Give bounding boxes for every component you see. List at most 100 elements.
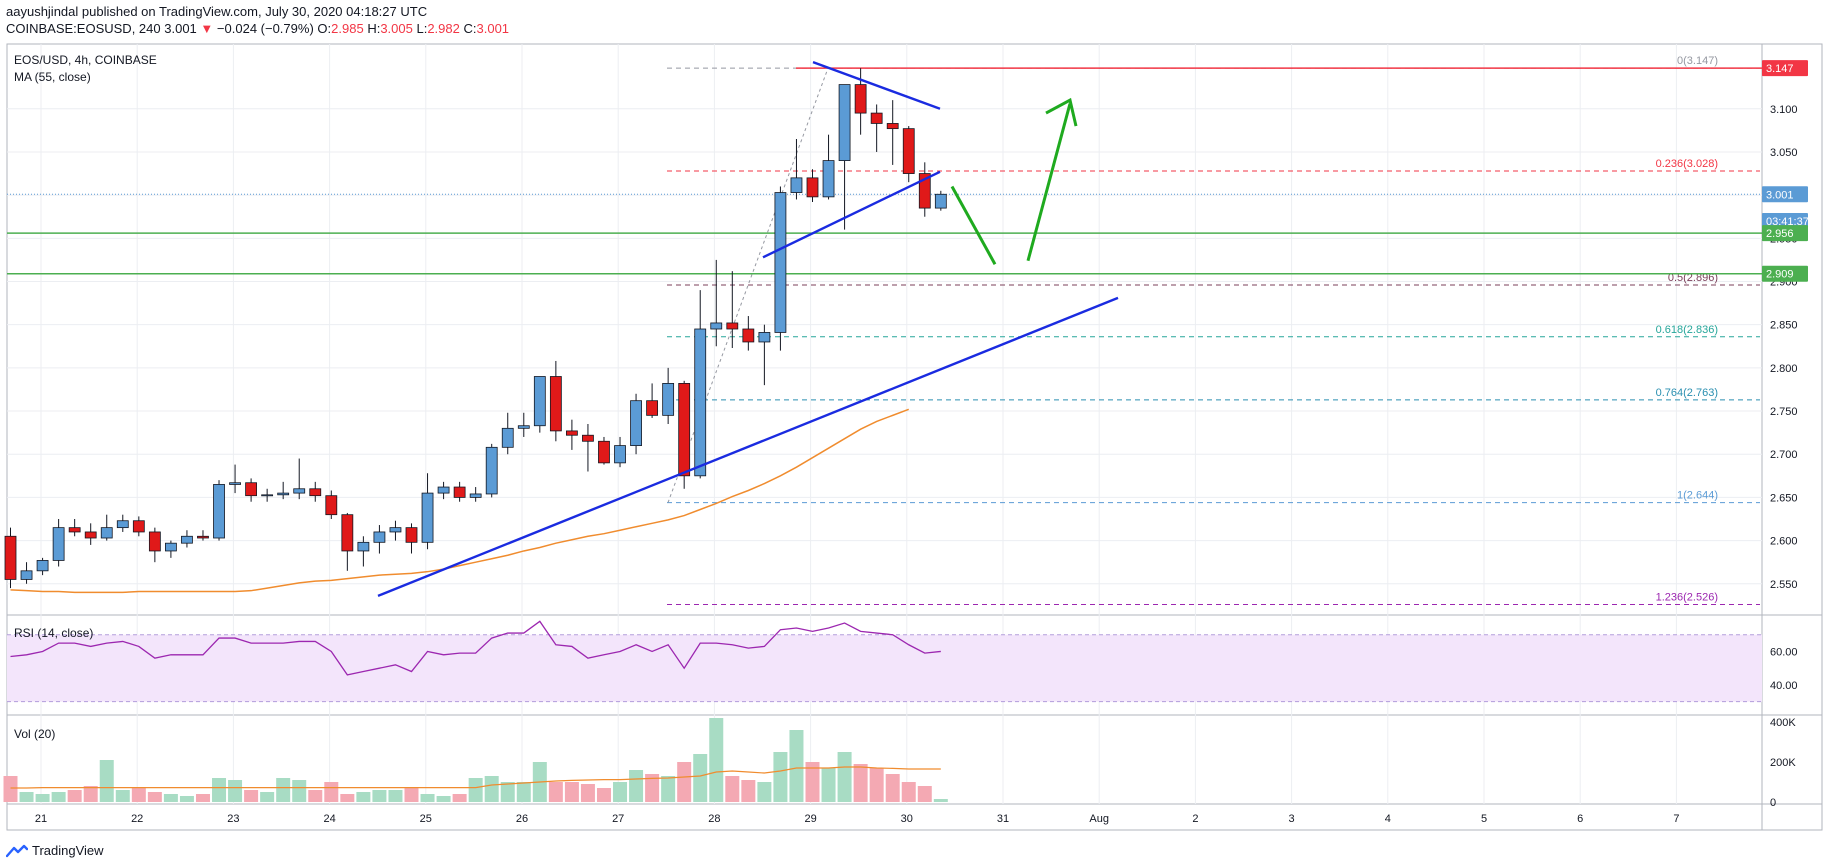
volume-bar [789,730,804,802]
fib-level-label: 0.5(2.896) [1668,272,1718,284]
volume-bar [596,788,611,802]
candle-body [4,535,17,580]
volume-bar [19,792,34,802]
candle-body [758,332,771,343]
candle-body [389,527,402,533]
volume-bar [516,782,531,802]
candle-body [197,535,209,539]
candle-body [437,486,450,494]
down-arrow-icon: ▼ [200,21,214,36]
volume-bar [693,754,708,802]
publisher-line: aayushjindal published on TradingView.co… [6,4,428,19]
triangle-lower-line [762,170,941,259]
candle-body [854,84,867,114]
candle-body [148,531,161,552]
fib-level-label: 0(3.147) [1677,55,1718,67]
candle-body [934,193,947,209]
x-tick-label: 4 [1385,813,1391,825]
candle-body [774,192,787,333]
down-move-arrow [950,185,997,265]
candle-body [790,177,803,193]
volume-bar [228,780,243,802]
price-axis-label-bg [1762,265,1808,282]
y-tick-label: 3.050 [1770,147,1798,159]
candle-body [485,446,498,495]
x-tick-label: 30 [901,813,913,825]
close-label: C: [463,21,477,36]
volume-bar [741,780,756,802]
last-price: 3.001 [164,21,197,36]
volume-bar [821,768,836,802]
candle-body [405,527,418,543]
price-axis-label: 03:41:37 [1762,213,1809,230]
volume-bar [260,792,275,802]
x-tick-label: 3 [1289,813,1295,825]
price-axis-label: 2.909 [1762,265,1808,282]
candle-body [68,527,81,533]
volume-bar [500,782,515,802]
candle-body [52,527,65,561]
price-axis-label: 3.001 [1762,186,1808,203]
volume-bar [35,794,50,802]
open-label: O: [317,21,332,36]
tradingview-logo[interactable]: TradingView [6,843,104,858]
candle-body [566,430,578,436]
volume-tick-label: 400K [1770,717,1796,729]
volume-bar [661,776,676,802]
tradingview-logo-icon [6,844,28,857]
volume-bar [677,762,692,802]
symbol-line: COINBASE:EOSUSD, 240 3.001 ▼ −0.024 (−0.… [6,21,509,36]
fib-level-label: 0.236(3.028) [1656,158,1718,170]
price-axis-label-text: 3.001 [1766,189,1794,201]
volume-bar [725,776,740,802]
volume-bar [244,790,259,802]
volume-bar [83,786,98,802]
candle-body [261,494,274,497]
rsi-tick-label: 60.00 [1770,646,1798,658]
volume-tick-label: 0 [1770,797,1776,809]
rsi-line [10,620,941,676]
candle-body [710,322,723,330]
x-tick-label: 31 [997,813,1009,825]
volume-bar [51,792,66,802]
volume-bar [163,794,178,802]
price-axis-label-text: 3.147 [1766,63,1794,75]
close-value: 3.001 [476,21,510,36]
candle-body [582,434,594,442]
volume-bar [324,782,339,802]
symbol-name: COINBASE:EOSUSD, 240 [6,21,161,36]
candle-body [549,376,562,432]
fib-level-label: 0.618(2.836) [1656,324,1718,336]
fib-anchor-line [667,68,829,503]
y-tick-label: 2.800 [1770,363,1798,375]
volume-tick-label: 200K [1770,757,1796,769]
x-tick-label: 24 [323,813,335,825]
price-axis-label-bg [1762,60,1808,77]
high-label: H: [367,21,381,36]
volume-bar [548,782,563,802]
ascending-trend-line [377,296,1119,597]
volume-bar [115,790,130,802]
ma-label: MA (55, close) [14,70,91,84]
volume-bar [837,752,852,802]
volume-bar [580,784,595,802]
y-tick-label: 2.700 [1770,449,1798,461]
volume-bar [131,788,146,802]
x-tick-label: 28 [708,813,720,825]
candle-body [309,488,322,497]
candle-body [116,520,129,529]
x-tick-label: 27 [612,813,624,825]
moving-average-line [10,408,910,594]
volume-bar [292,780,307,802]
volume-bar [420,794,435,802]
candle-body [100,527,113,539]
x-tick-label: 7 [1673,813,1679,825]
y-tick-label: 2.550 [1770,579,1798,591]
price-axis-label-text: 2.909 [1766,269,1794,281]
candle-body [598,440,610,464]
volume-bar [452,794,467,802]
candle-body [421,492,434,543]
candle-body [181,535,193,544]
candle-body [870,112,883,124]
